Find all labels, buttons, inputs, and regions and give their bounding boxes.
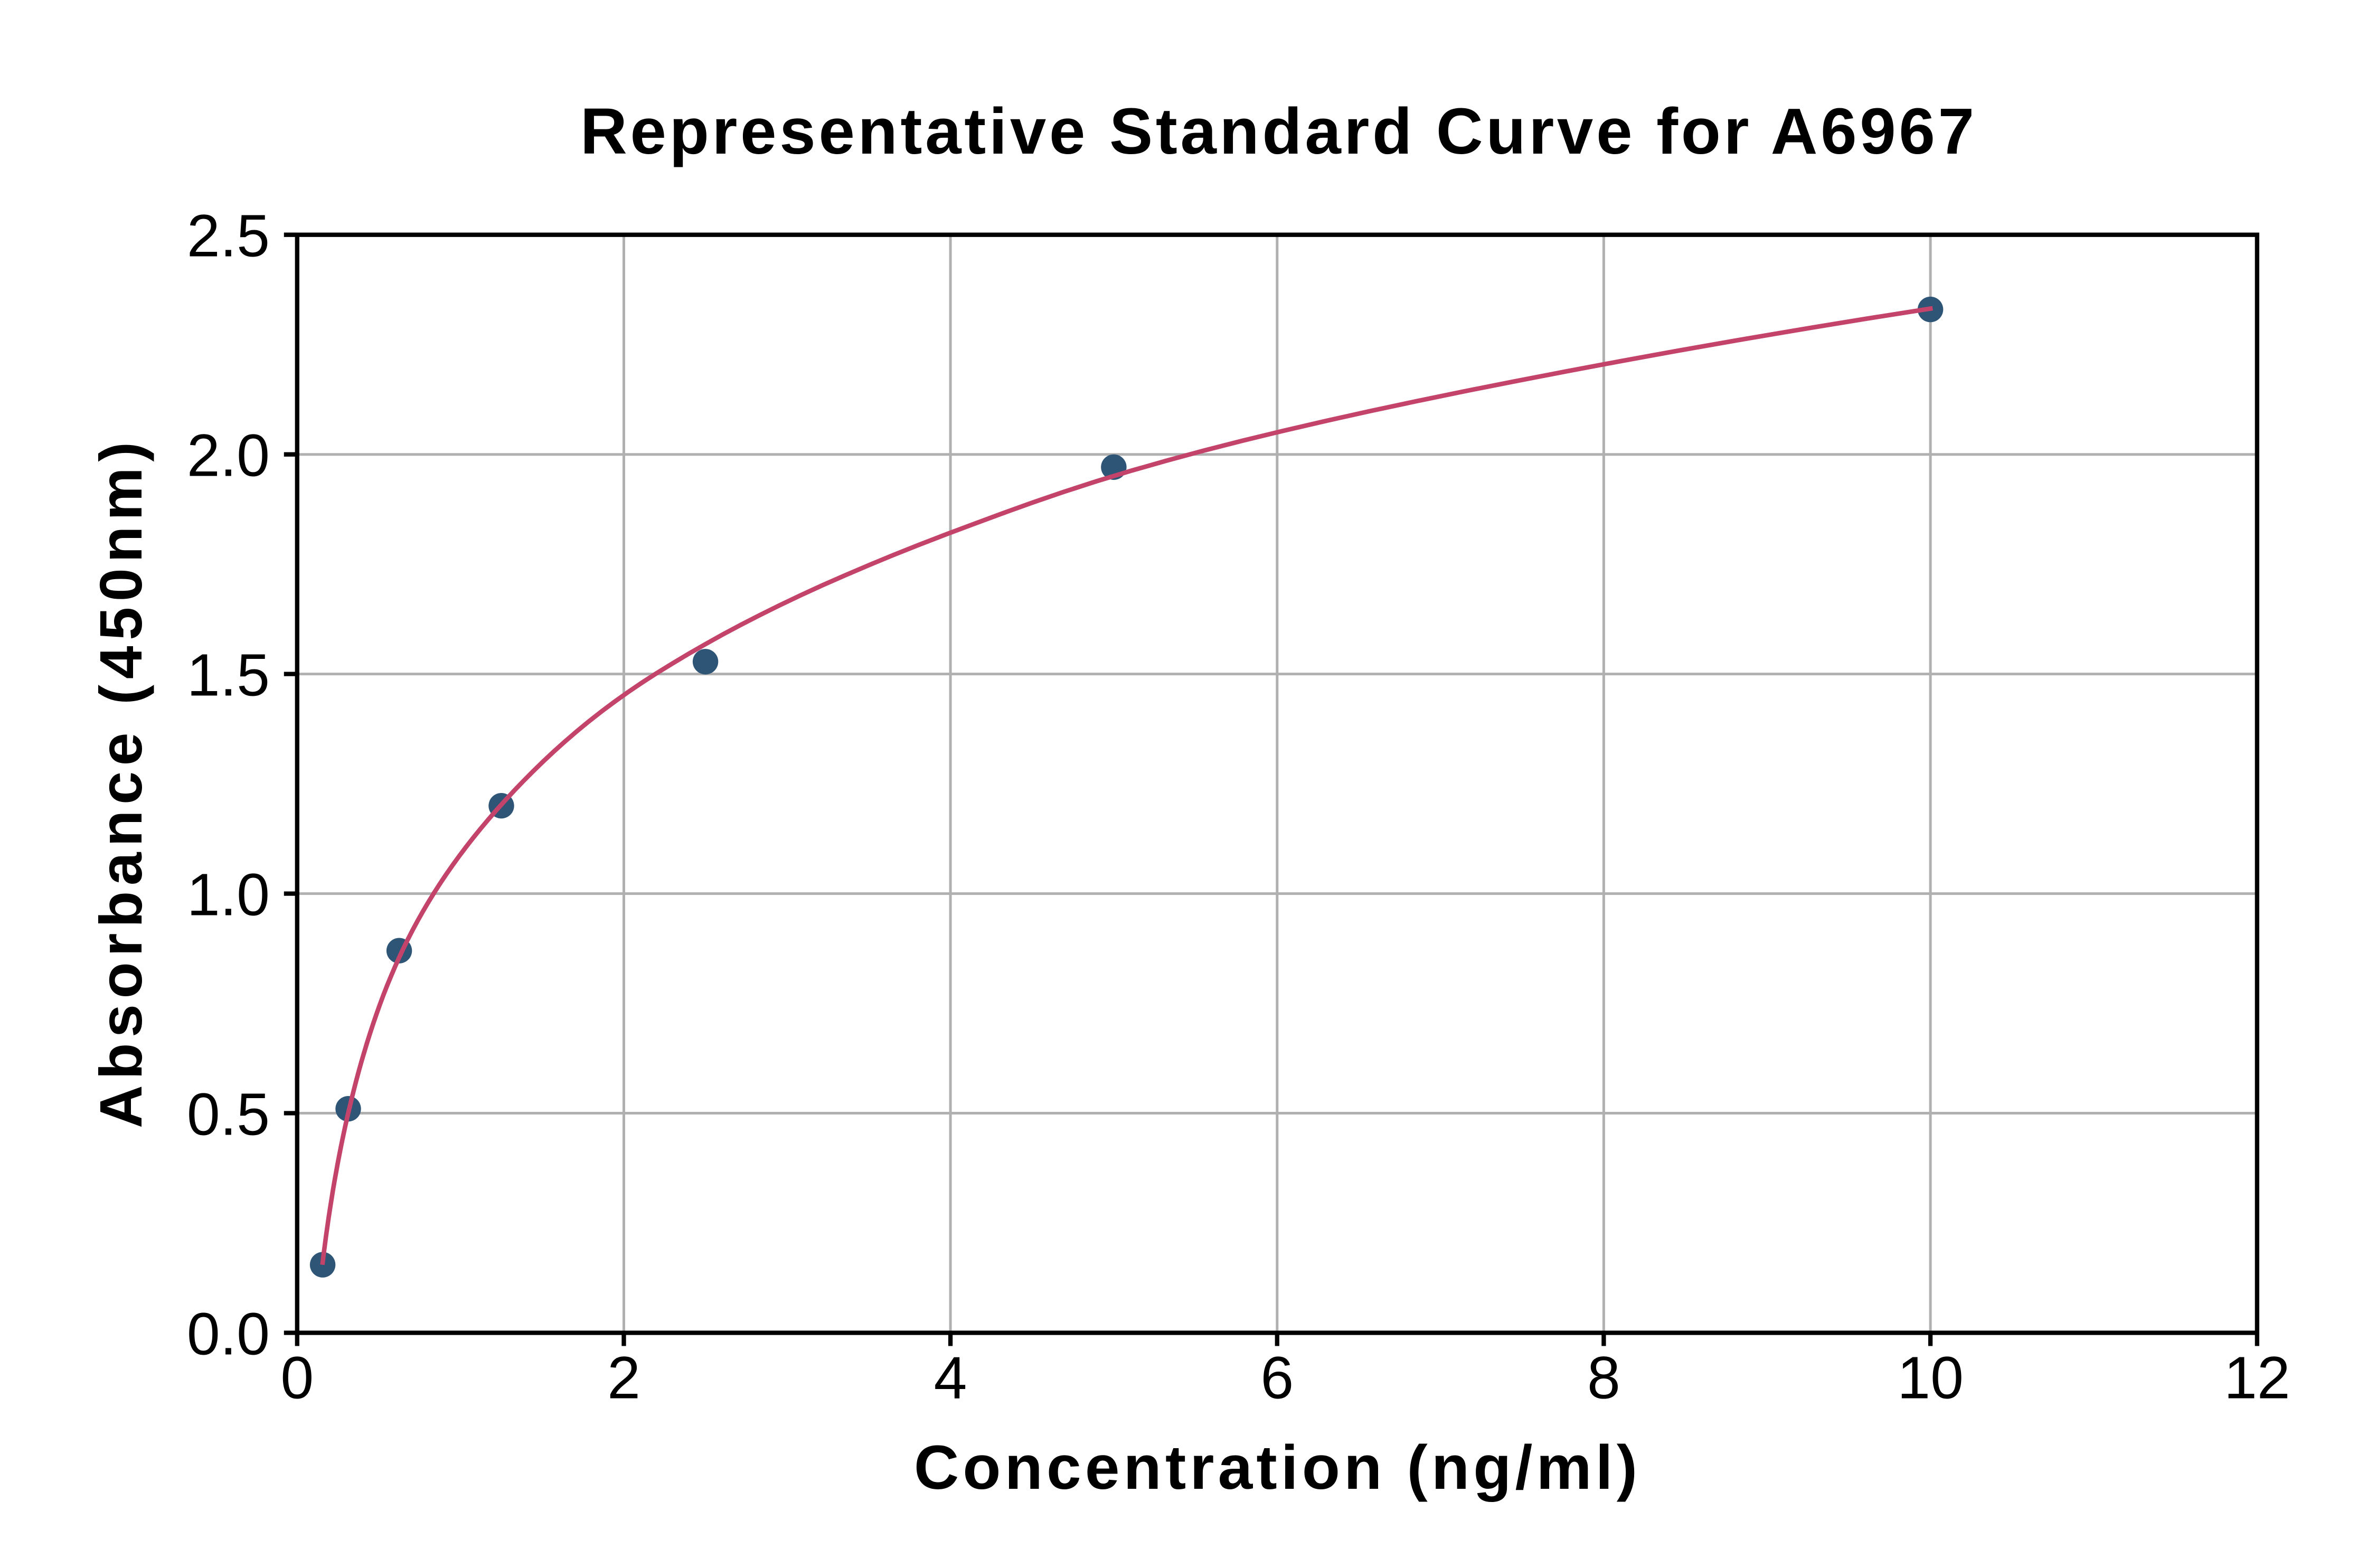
svg-text:2: 2 — [607, 1344, 640, 1411]
svg-text:1.0: 1.0 — [187, 862, 270, 928]
svg-text:2.5: 2.5 — [187, 203, 270, 269]
svg-text:4: 4 — [934, 1344, 967, 1411]
svg-text:12: 12 — [2224, 1344, 2290, 1411]
svg-text:2.0: 2.0 — [187, 422, 270, 489]
svg-text:8: 8 — [1587, 1344, 1620, 1411]
svg-text:0.5: 0.5 — [187, 1081, 270, 1148]
svg-text:6: 6 — [1260, 1344, 1294, 1411]
svg-text:0: 0 — [280, 1344, 314, 1411]
svg-text:Representative Standard Curve: Representative Standard Curve for A6967 — [580, 96, 1974, 168]
svg-text:0.0: 0.0 — [187, 1301, 270, 1367]
svg-text:10: 10 — [1897, 1344, 1964, 1411]
svg-text:Absorbance (450nm): Absorbance (450nm) — [88, 442, 154, 1128]
svg-text:1.5: 1.5 — [187, 642, 270, 709]
svg-text:Concentration (ng/ml): Concentration (ng/ml) — [914, 1433, 1637, 1503]
